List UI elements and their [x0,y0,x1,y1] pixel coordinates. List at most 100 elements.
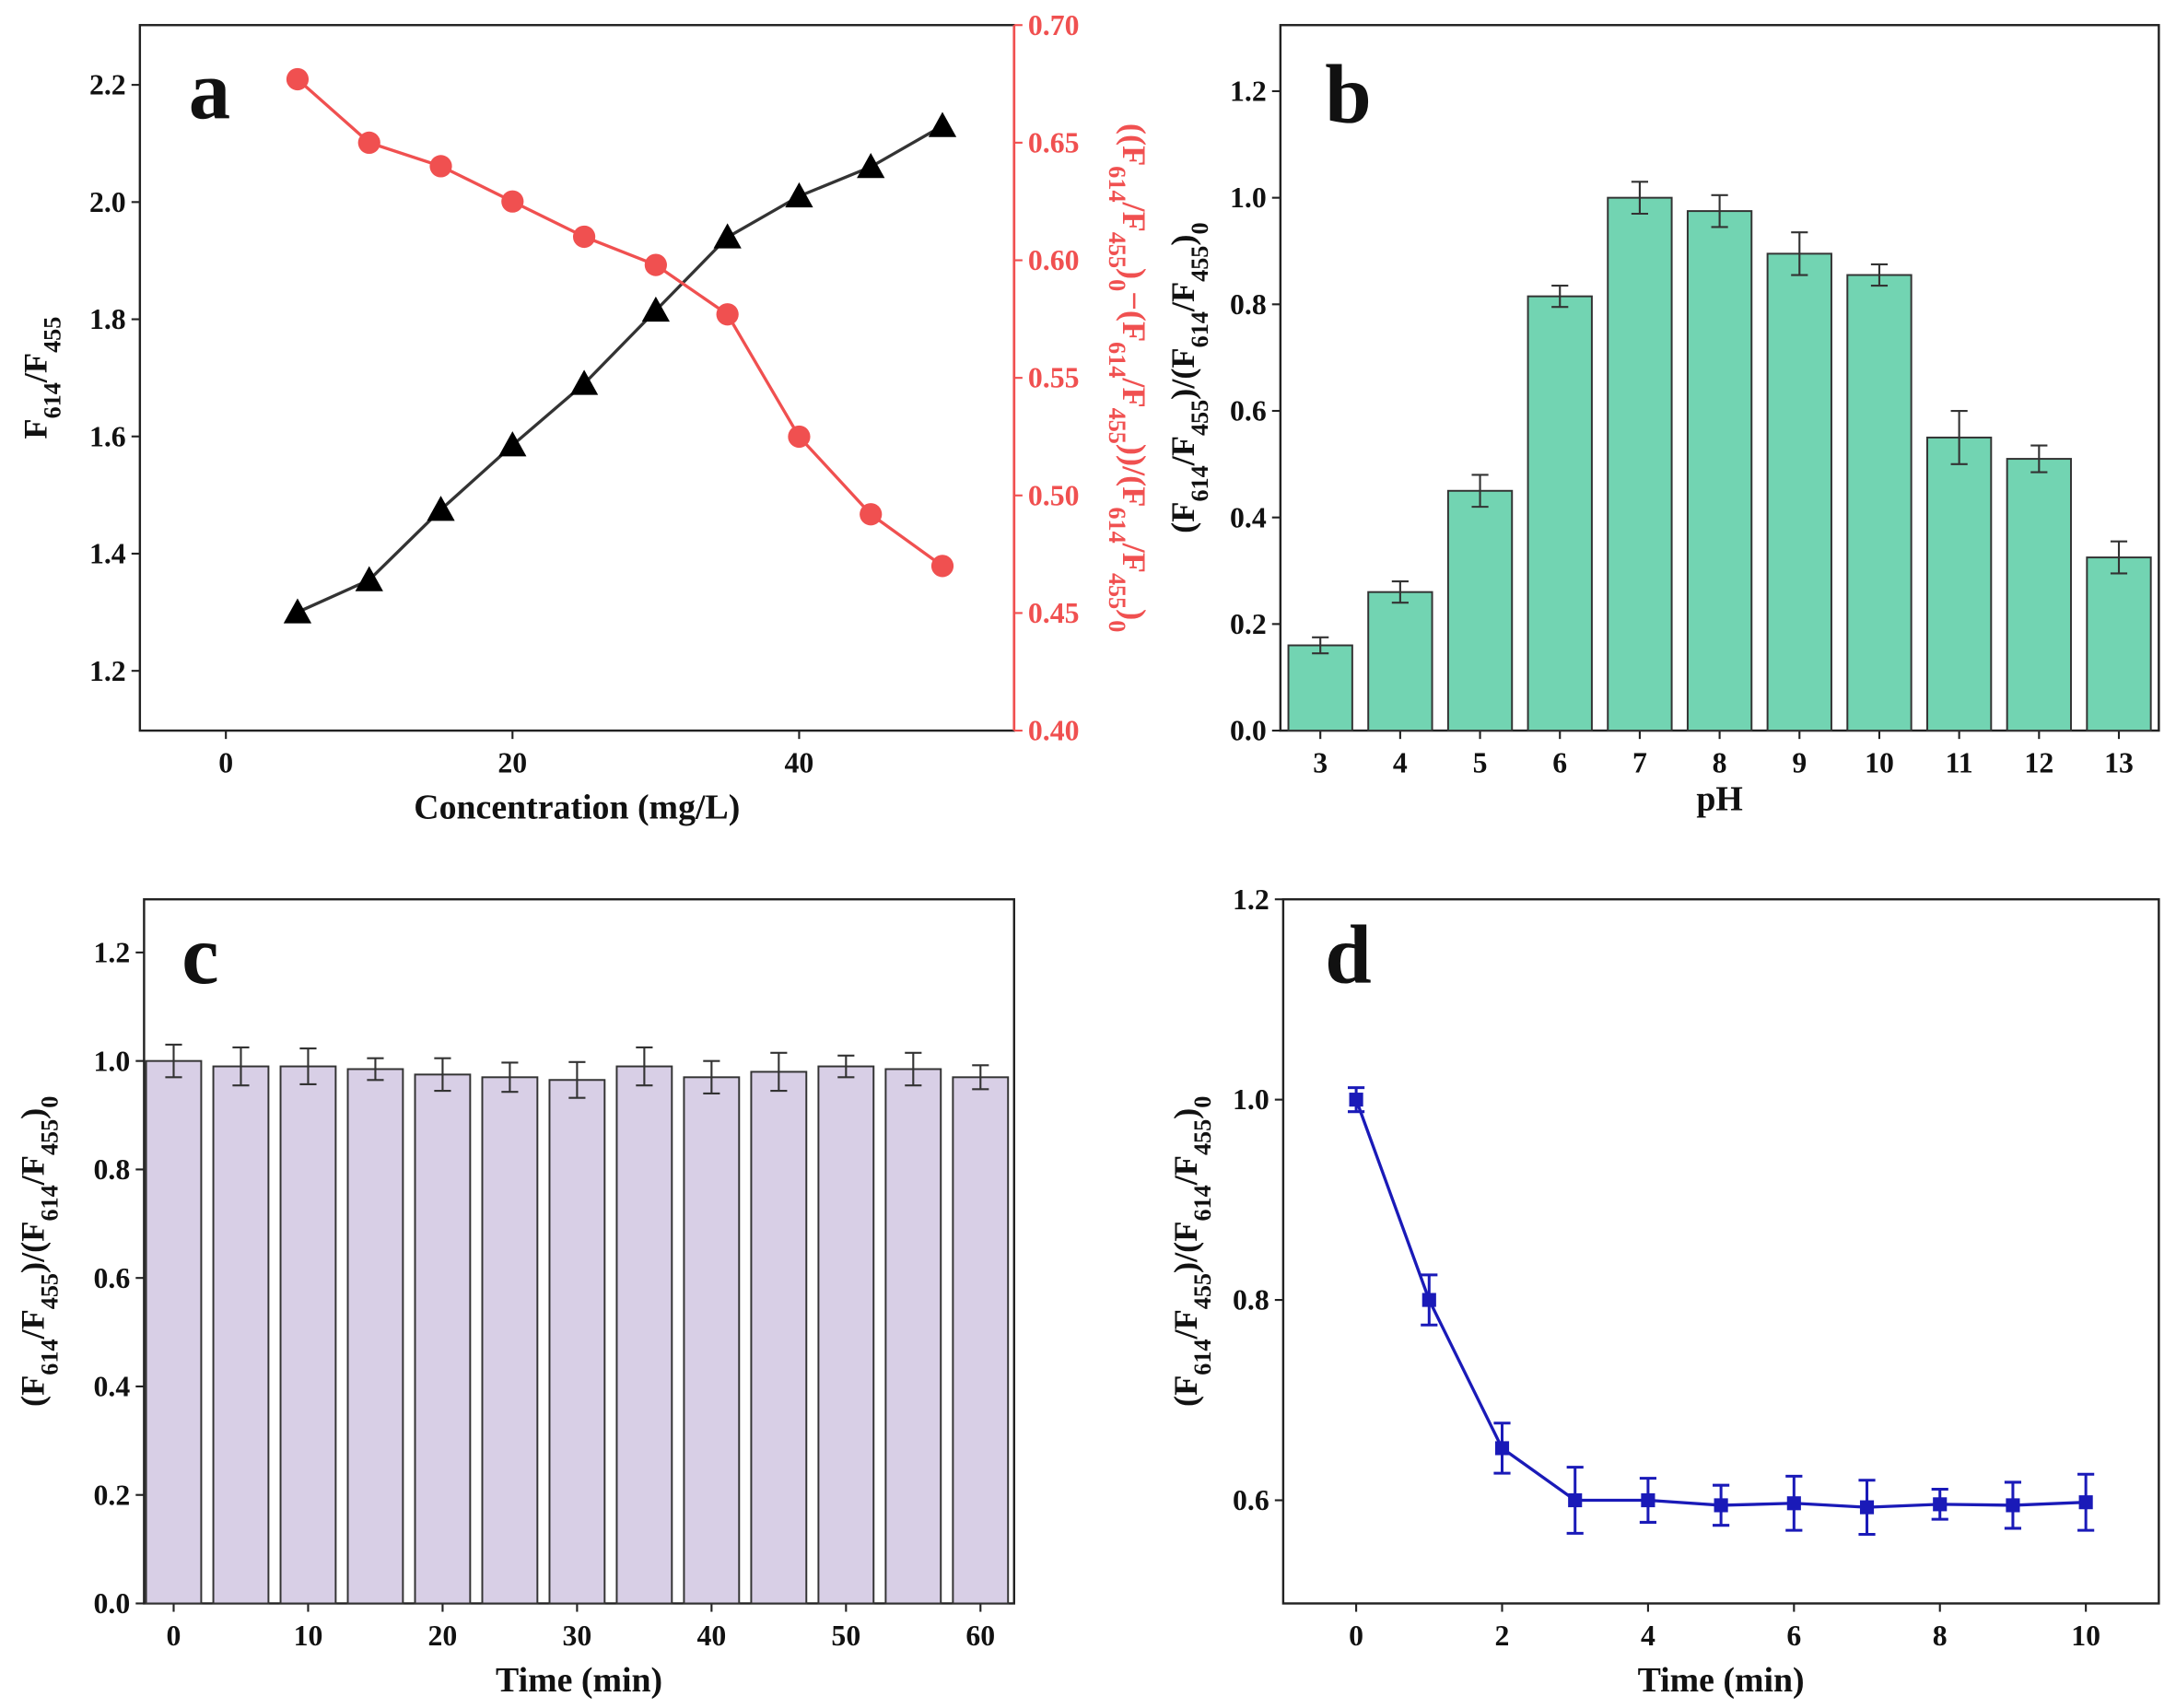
label-subscript: 614 [36,1185,63,1221]
x-tick-label: 8 [1933,1620,1948,1652]
y-tick-label: 0.8 [1233,1284,1269,1316]
label-subscript: 614 [1189,1339,1216,1375]
label-subscript: 614 [1104,166,1130,202]
y-tick-label: 1.8 [89,303,126,335]
label-subscript: 455 [1187,400,1213,436]
y-axis-label: F614/F455 [17,317,65,439]
y-tick-label: 1.0 [1233,1083,1269,1116]
data-point [1786,1496,1801,1511]
label-part: )/(F [1164,347,1201,399]
panel-letter: c [181,908,218,1001]
data-point [572,225,596,249]
label-part: /F [14,1309,51,1339]
y-tick-label: 0.0 [94,1587,131,1620]
x-tick-label: 0 [218,746,233,778]
y-tick-label: 0.6 [94,1262,131,1294]
label-subscript: 0 [1104,279,1130,291]
label-subscript: 614 [39,382,65,418]
y2-tick-label: 0.60 [1028,244,1080,276]
y-tick-label: 1.2 [89,655,126,687]
y-axis-label: (F614/F455)/(F614/F455)0 [1167,1096,1216,1407]
x-tick-label: 50 [831,1620,860,1652]
label-part: /F [1167,1155,1204,1186]
label-part: /F [14,1155,51,1186]
x-tick-label: 8 [1713,746,1727,778]
x-tick-label: 60 [965,1620,995,1652]
panel-letter: b [1325,48,1372,141]
data-point [928,111,957,137]
bar [1527,295,1593,732]
data-point [1714,1498,1728,1513]
y-tick-label: 0.2 [1230,608,1267,640]
x-tick-label: 0 [1349,1620,1363,1652]
data-point [641,296,671,322]
data-point [1933,1497,1948,1512]
bar [683,1076,741,1605]
data-point [1421,1293,1436,1307]
bar [884,1068,942,1605]
bar [615,1065,673,1605]
data-point [569,369,599,395]
y-tick-label: 0.2 [94,1479,131,1511]
data-point [357,131,380,154]
bar [279,1065,337,1605]
label-part: /F [1116,202,1152,232]
data-point [498,431,527,457]
y-tick-label: 1.2 [1233,883,1269,916]
label-subscript: 455 [1189,1273,1216,1309]
x-tick-label: 2 [1495,1620,1510,1652]
y2-tick-label: 0.50 [1028,479,1080,511]
label-subscript: 455 [1104,573,1130,609]
data-point [427,496,455,521]
y2-axis-label: ((F614/F455)0−(F614/F455))/(F614/F455)0 [1104,123,1152,632]
y-tick-label: 1.6 [89,420,126,452]
label-subscript: 455 [36,1273,63,1309]
y-tick-label: 0.0 [1230,715,1267,747]
bar [2006,458,2072,732]
data-point [283,598,312,624]
bar [1766,252,1832,732]
y-tick-label: 2.0 [89,186,126,218]
x-tick-label: 12 [2024,746,2053,778]
data-point [857,153,885,179]
label-subscript: 455 [1187,246,1213,282]
label-part: ((F [1116,123,1152,166]
y-tick-label: 1.0 [94,1045,131,1077]
y-axis-label: (F614/F455)/(F614/F455)0 [14,1096,62,1407]
bar [1367,591,1433,732]
x-tick-label: 11 [1946,746,1973,778]
bar [1446,489,1514,732]
x-tick-label: 10 [294,1620,323,1652]
y-tick-label: 1.2 [1230,76,1267,108]
x-tick-label: 0 [167,1620,181,1652]
bar [1925,436,1993,732]
bar [548,1079,606,1605]
label-part: −(F [1116,291,1152,342]
label-part: ) [1116,268,1152,279]
data-point [716,303,739,326]
series-line [296,77,943,567]
label-subscript: 614 [1187,465,1213,501]
label-subscript: 614 [1189,1185,1216,1221]
series-line [297,124,943,614]
x-tick-label: 13 [2104,746,2134,778]
data-point [1568,1492,1583,1508]
x-tick-label: 3 [1313,746,1328,778]
label-subscript: 455 [36,1119,63,1155]
label-subscript: 614 [1104,342,1130,378]
y2-tick-label: 0.70 [1028,9,1080,41]
label-subscript: 614 [1104,507,1130,543]
label-part: )/(F [14,1222,51,1273]
bar [952,1076,1010,1605]
label-part: ) [14,1108,51,1119]
data-point [930,555,954,578]
bar [1607,196,1673,732]
data-point [785,181,813,208]
label-part: /F [1116,377,1152,407]
data-point [355,566,383,591]
y-tick-label: 1.0 [1230,181,1267,214]
label-subscript: 455 [1104,232,1130,268]
x-tick-label: 30 [563,1620,592,1652]
